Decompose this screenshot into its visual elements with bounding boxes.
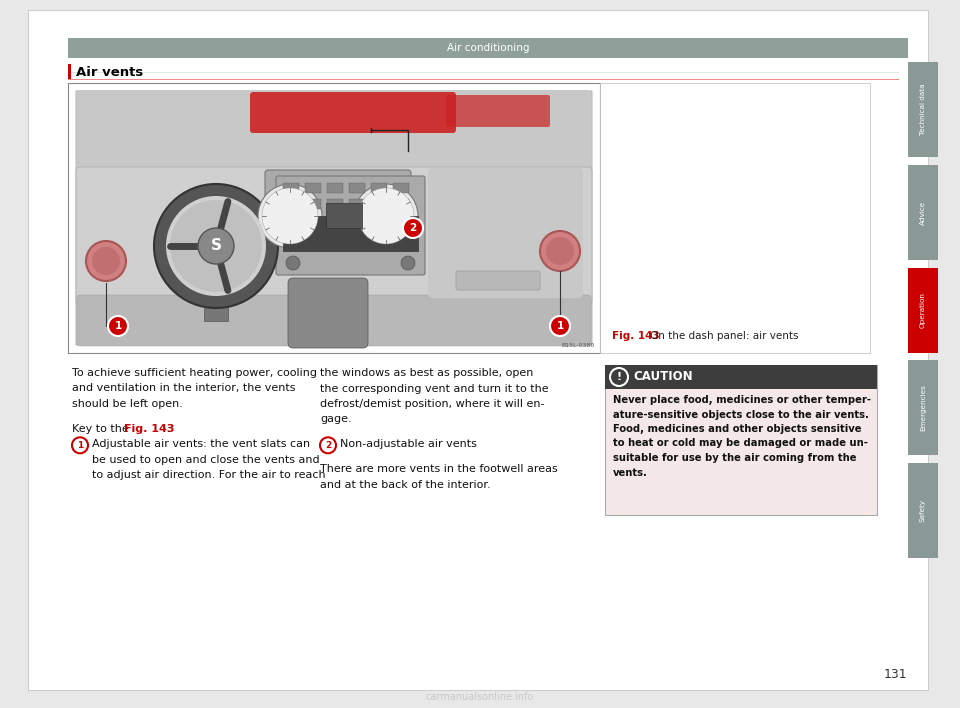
Circle shape — [403, 218, 423, 238]
Circle shape — [354, 184, 418, 248]
Text: 1: 1 — [77, 441, 84, 450]
Text: Non-adjustable air vents: Non-adjustable air vents — [340, 439, 477, 450]
FancyBboxPatch shape — [77, 90, 591, 176]
Bar — [283, 216, 418, 251]
Text: gage.: gage. — [320, 414, 351, 425]
Text: ature-sensitive objects close to the air vents.: ature-sensitive objects close to the air… — [613, 409, 869, 420]
Bar — [605, 365, 877, 515]
Text: suitable for use by the air coming from the: suitable for use by the air coming from … — [613, 453, 856, 463]
FancyBboxPatch shape — [428, 168, 583, 298]
Circle shape — [86, 241, 126, 281]
Bar — [68, 38, 908, 58]
Bar — [327, 183, 343, 193]
Text: should be left open.: should be left open. — [72, 399, 182, 409]
Circle shape — [92, 247, 120, 275]
Bar — [305, 199, 321, 209]
Bar — [908, 360, 938, 455]
Text: 131: 131 — [883, 668, 907, 682]
Text: 1: 1 — [557, 321, 564, 331]
Bar — [908, 463, 938, 558]
Bar — [371, 183, 387, 193]
Circle shape — [198, 228, 234, 264]
Bar — [393, 199, 409, 209]
Circle shape — [286, 256, 300, 270]
Text: the windows as best as possible, open: the windows as best as possible, open — [320, 368, 534, 378]
FancyBboxPatch shape — [288, 278, 368, 348]
Bar — [326, 203, 362, 228]
Bar — [349, 183, 365, 193]
Text: and at the back of the interior.: and at the back of the interior. — [320, 479, 491, 490]
Text: to heat or cold may be damaged or made un-: to heat or cold may be damaged or made u… — [613, 438, 868, 448]
Circle shape — [108, 316, 128, 336]
Text: B15L-0380: B15L-0380 — [562, 343, 595, 348]
Text: 2: 2 — [409, 223, 417, 233]
Text: Operation: Operation — [920, 292, 926, 329]
Circle shape — [166, 196, 266, 296]
FancyBboxPatch shape — [276, 176, 425, 275]
FancyBboxPatch shape — [456, 271, 540, 290]
Bar — [204, 291, 228, 321]
Text: 1: 1 — [114, 321, 122, 331]
Bar — [908, 268, 938, 353]
Circle shape — [72, 438, 88, 453]
Text: !: ! — [616, 372, 621, 382]
Bar — [327, 199, 343, 209]
Text: carmanualsonline.info: carmanualsonline.info — [426, 692, 534, 702]
Text: There are more vents in the footwell areas: There are more vents in the footwell are… — [320, 464, 558, 474]
Text: vents.: vents. — [613, 467, 648, 477]
Text: be used to open and close the vents and: be used to open and close the vents and — [92, 455, 320, 464]
Bar — [371, 199, 387, 209]
Bar — [605, 365, 877, 389]
Text: Technical data: Technical data — [920, 84, 926, 135]
Bar — [393, 183, 409, 193]
Text: Air conditioning: Air conditioning — [446, 43, 529, 53]
Bar — [68, 64, 71, 80]
Text: Fig. 143: Fig. 143 — [124, 424, 175, 434]
Circle shape — [358, 188, 414, 244]
Text: 2: 2 — [324, 441, 331, 450]
Bar — [68, 83, 600, 353]
Circle shape — [320, 438, 336, 453]
FancyBboxPatch shape — [250, 92, 456, 133]
Text: defrost/demist position, where it will en-: defrost/demist position, where it will e… — [320, 399, 544, 409]
Text: Key to the: Key to the — [72, 424, 132, 434]
Circle shape — [258, 184, 322, 248]
Text: to adjust air direction. For the air to reach: to adjust air direction. For the air to … — [92, 470, 325, 480]
Text: To achieve sufficient heating power, cooling: To achieve sufficient heating power, coo… — [72, 368, 317, 378]
FancyBboxPatch shape — [77, 295, 591, 346]
Text: and ventilation in the interior, the vents: and ventilation in the interior, the ven… — [72, 384, 296, 394]
Text: Advice: Advice — [920, 200, 926, 224]
Bar — [908, 165, 938, 260]
Bar — [305, 183, 321, 193]
FancyBboxPatch shape — [76, 167, 592, 305]
Circle shape — [154, 184, 278, 308]
Circle shape — [540, 231, 580, 271]
FancyBboxPatch shape — [265, 170, 411, 261]
Circle shape — [550, 316, 570, 336]
Bar — [283, 199, 299, 209]
Circle shape — [170, 200, 262, 292]
Text: Safety: Safety — [920, 499, 926, 522]
Text: Food, medicines and other objects sensitive: Food, medicines and other objects sensit… — [613, 424, 861, 434]
Circle shape — [401, 256, 415, 270]
Circle shape — [546, 237, 574, 265]
Text: Emergencies: Emergencies — [920, 384, 926, 431]
Text: Adjustable air vents: the vent slats can: Adjustable air vents: the vent slats can — [92, 439, 310, 450]
Text: On the dash panel: air vents: On the dash panel: air vents — [650, 331, 799, 341]
Bar — [600, 83, 870, 353]
Text: Never place food, medicines or other temper-: Never place food, medicines or other tem… — [613, 395, 871, 405]
Text: S: S — [210, 239, 222, 253]
Text: the corresponding vent and turn it to the: the corresponding vent and turn it to th… — [320, 384, 548, 394]
FancyBboxPatch shape — [446, 95, 550, 127]
FancyBboxPatch shape — [76, 91, 592, 345]
Bar — [908, 62, 938, 157]
Text: Fig. 143: Fig. 143 — [612, 331, 660, 341]
Text: CAUTION: CAUTION — [633, 370, 692, 384]
Bar — [349, 199, 365, 209]
Circle shape — [262, 188, 318, 244]
Bar — [283, 183, 299, 193]
Text: Air vents: Air vents — [76, 66, 143, 79]
Text: :: : — [167, 424, 171, 434]
